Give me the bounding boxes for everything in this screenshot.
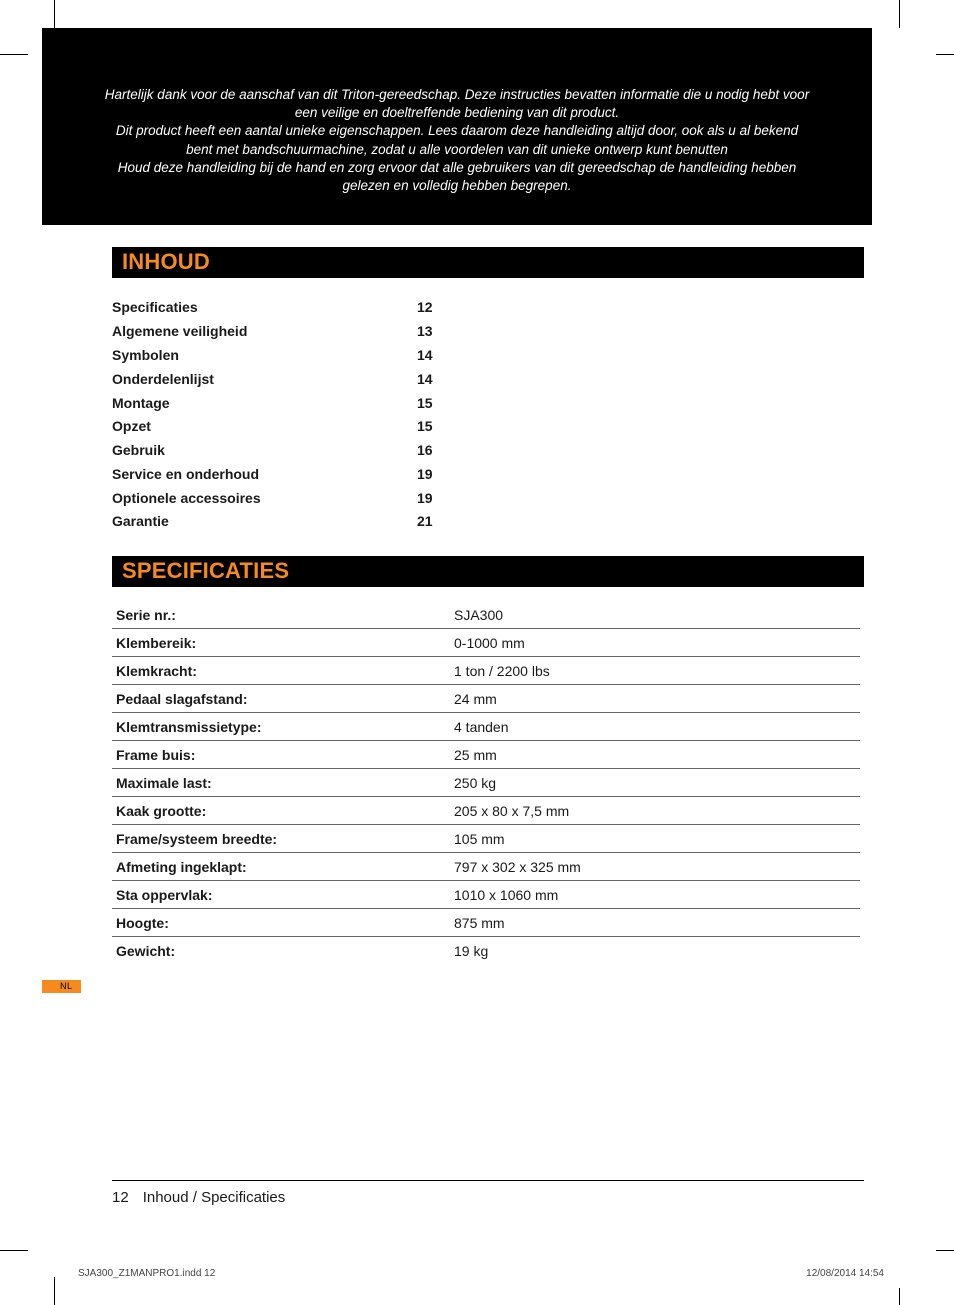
spec-value: 205 x 80 x 7,5 mm bbox=[454, 803, 860, 819]
spec-value: 24 mm bbox=[454, 691, 860, 707]
spec-label: Kaak grootte: bbox=[116, 803, 454, 819]
spec-label: Gewicht: bbox=[116, 943, 454, 959]
toc-page: 16 bbox=[417, 439, 447, 463]
spec-value: 105 mm bbox=[454, 831, 860, 847]
toc-label: Montage bbox=[112, 392, 417, 416]
spec-value: 25 mm bbox=[454, 747, 860, 763]
spec-row: Klemtransmissietype:4 tanden bbox=[112, 713, 860, 741]
toc-row: Garantie21 bbox=[112, 510, 447, 534]
language-tab: NL bbox=[42, 980, 81, 993]
page-footer: 12 Inhoud / Specificaties bbox=[112, 1180, 864, 1206]
section-heading-inhoud: INHOUD bbox=[112, 247, 864, 278]
page-number: 12 bbox=[112, 1189, 129, 1206]
spec-label: Klemtransmissietype: bbox=[116, 719, 454, 735]
toc-label: Specificaties bbox=[112, 296, 417, 320]
spec-row: Sta oppervlak:1010 x 1060 mm bbox=[112, 881, 860, 909]
toc-row: Onderdelenlijst14 bbox=[112, 368, 447, 392]
intro-paragraph: Hartelijk dank voor de aanschaf van dit … bbox=[102, 86, 812, 122]
toc-page: 15 bbox=[417, 415, 447, 439]
spec-table: Serie nr.:SJA300Klembereik:0-1000 mmKlem… bbox=[112, 601, 860, 964]
spec-row: Klembereik:0-1000 mm bbox=[112, 629, 860, 657]
toc-row: Service en onderhoud19 bbox=[112, 463, 447, 487]
toc-page: 19 bbox=[417, 463, 447, 487]
spec-row: Serie nr.:SJA300 bbox=[112, 601, 860, 629]
crop-mark bbox=[936, 54, 954, 55]
toc-row: Opzet15 bbox=[112, 415, 447, 439]
toc-label: Gebruik bbox=[112, 439, 417, 463]
spec-label: Afmeting ingeklapt: bbox=[116, 859, 454, 875]
spec-label: Frame/systeem breedte: bbox=[116, 831, 454, 847]
toc-row: Symbolen14 bbox=[112, 344, 447, 368]
section-heading-text: SPECIFICATIES bbox=[122, 558, 289, 583]
spec-row: Kaak grootte:205 x 80 x 7,5 mm bbox=[112, 797, 860, 825]
spec-value: 250 kg bbox=[454, 775, 860, 791]
spec-value: 0-1000 mm bbox=[454, 635, 860, 651]
toc-page: 14 bbox=[417, 344, 447, 368]
spec-row: Hoogte:875 mm bbox=[112, 909, 860, 937]
footer-section-path: Inhoud / Specificaties bbox=[143, 1189, 286, 1206]
spec-label: Hoogte: bbox=[116, 915, 454, 931]
toc-page: 19 bbox=[417, 487, 447, 511]
toc-page: 15 bbox=[417, 392, 447, 416]
toc-row: Gebruik16 bbox=[112, 439, 447, 463]
footer-rule bbox=[112, 1180, 864, 1181]
crop-mark bbox=[936, 1250, 954, 1251]
intro-paragraph: Dit product heeft een aantal unieke eige… bbox=[102, 122, 812, 158]
toc-page: 13 bbox=[417, 320, 447, 344]
toc-page: 21 bbox=[417, 510, 447, 534]
intro-panel: Hartelijk dank voor de aanschaf van dit … bbox=[42, 28, 872, 225]
spec-value: 797 x 302 x 325 mm bbox=[454, 859, 860, 875]
spec-row: Afmeting ingeklapt:797 x 302 x 325 mm bbox=[112, 853, 860, 881]
slug-stamp: 12/08/2014 14:54 bbox=[806, 1268, 884, 1279]
toc-label: Service en onderhoud bbox=[112, 463, 417, 487]
crop-mark bbox=[0, 54, 28, 55]
table-of-contents: Specificaties12Algemene veiligheid13Symb… bbox=[112, 296, 447, 534]
spec-value: 875 mm bbox=[454, 915, 860, 931]
toc-label: Optionele accessoires bbox=[112, 487, 417, 511]
slug-line: SJA300_Z1MANPRO1.indd 12 12/08/2014 14:5… bbox=[78, 1268, 884, 1279]
spec-label: Klembereik: bbox=[116, 635, 454, 651]
toc-label: Onderdelenlijst bbox=[112, 368, 417, 392]
spec-value: 19 kg bbox=[454, 943, 860, 959]
spec-row: Maximale last:250 kg bbox=[112, 769, 860, 797]
crop-mark bbox=[54, 1277, 55, 1305]
page-body: Hartelijk dank voor de aanschaf van dit … bbox=[42, 28, 892, 964]
spec-label: Frame buis: bbox=[116, 747, 454, 763]
spec-row: Frame buis:25 mm bbox=[112, 741, 860, 769]
slug-file: SJA300_Z1MANPRO1.indd 12 bbox=[78, 1268, 215, 1279]
toc-row: Montage15 bbox=[112, 392, 447, 416]
toc-label: Garantie bbox=[112, 510, 417, 534]
crop-mark bbox=[0, 1250, 28, 1251]
section-heading-text: INHOUD bbox=[122, 249, 210, 274]
spec-label: Serie nr.: bbox=[116, 607, 454, 623]
toc-page: 12 bbox=[417, 296, 447, 320]
spec-label: Pedaal slagafstand: bbox=[116, 691, 454, 707]
crop-mark bbox=[54, 0, 55, 28]
crop-mark bbox=[899, 0, 900, 28]
spec-label: Sta oppervlak: bbox=[116, 887, 454, 903]
toc-label: Algemene veiligheid bbox=[112, 320, 417, 344]
spec-value: SJA300 bbox=[454, 607, 860, 623]
toc-row: Specificaties12 bbox=[112, 296, 447, 320]
crop-mark bbox=[899, 1288, 900, 1305]
spec-row: Klemkracht:1 ton / 2200 lbs bbox=[112, 657, 860, 685]
spec-row: Pedaal slagafstand:24 mm bbox=[112, 685, 860, 713]
spec-label: Maximale last: bbox=[116, 775, 454, 791]
section-heading-specificaties: SPECIFICATIES bbox=[112, 556, 864, 587]
spec-value: 1 ton / 2200 lbs bbox=[454, 663, 860, 679]
toc-page: 14 bbox=[417, 368, 447, 392]
toc-row: Optionele accessoires19 bbox=[112, 487, 447, 511]
spec-value: 1010 x 1060 mm bbox=[454, 887, 860, 903]
intro-paragraph: Houd deze handleiding bij de hand en zor… bbox=[102, 159, 812, 195]
toc-row: Algemene veiligheid13 bbox=[112, 320, 447, 344]
spec-row: Frame/systeem breedte:105 mm bbox=[112, 825, 860, 853]
spec-value: 4 tanden bbox=[454, 719, 860, 735]
spec-label: Klemkracht: bbox=[116, 663, 454, 679]
toc-label: Opzet bbox=[112, 415, 417, 439]
toc-label: Symbolen bbox=[112, 344, 417, 368]
spec-row: Gewicht:19 kg bbox=[112, 937, 860, 964]
